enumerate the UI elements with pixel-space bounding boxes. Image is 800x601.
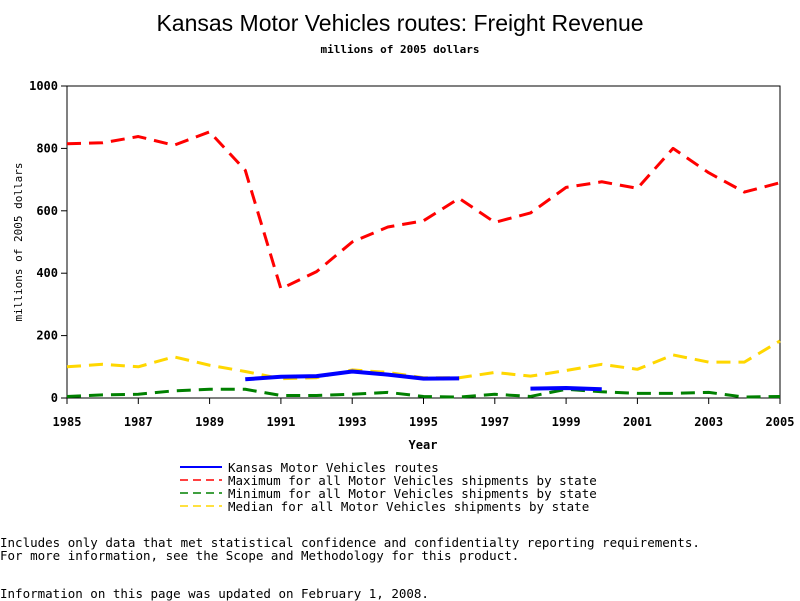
series-line-median bbox=[66, 339, 781, 381]
series-layer bbox=[66, 130, 781, 399]
y-tick-label: 400 bbox=[36, 266, 58, 280]
footnote-methodology: For more information, see the Scope and … bbox=[0, 548, 520, 563]
x-tick-label: 2001 bbox=[623, 415, 652, 429]
y-tick-label: 600 bbox=[36, 204, 58, 218]
legend-label: Kansas Motor Vehicles routes bbox=[228, 460, 439, 475]
y-tick-label: 1000 bbox=[29, 79, 58, 93]
y-axis-label: millions of 2005 dollars bbox=[12, 163, 25, 322]
legend-label: Median for all Motor Vehicles shipments … bbox=[228, 499, 589, 514]
series-line-kansas bbox=[530, 386, 602, 392]
x-axis-label: Year bbox=[409, 438, 438, 452]
x-tick-label: 1997 bbox=[480, 415, 509, 429]
footnote-updated: Information on this page was updated on … bbox=[0, 586, 429, 601]
x-axis: 1985 1987 1989 1991 1993 1995 1997 1999 2001 2003… bbox=[53, 398, 795, 429]
y-axis: 0 200 400 600 800 1000 bbox=[29, 79, 67, 405]
x-tick-label: 1987 bbox=[124, 415, 153, 429]
x-tick-label: 2005 bbox=[766, 415, 795, 429]
x-tick-label: 1989 bbox=[195, 415, 224, 429]
footnote-confidence: Includes only data that met statistical … bbox=[0, 535, 700, 550]
x-tick-label: 2003 bbox=[694, 415, 723, 429]
plot-area-frame bbox=[66, 85, 781, 399]
y-tick-label: 200 bbox=[36, 329, 58, 343]
legend-label: Minimum for all Motor Vehicles shipments… bbox=[228, 486, 597, 501]
legend-label: Maximum for all Motor Vehicles shipments… bbox=[228, 473, 597, 488]
series-line-kansas bbox=[245, 369, 460, 382]
y-tick-label: 0 bbox=[51, 391, 58, 405]
x-tick-label: 1993 bbox=[338, 415, 367, 429]
x-tick-label: 1999 bbox=[552, 415, 581, 429]
series-line-maximum bbox=[66, 130, 781, 291]
y-tick-label: 800 bbox=[36, 141, 58, 155]
x-tick-label: 1991 bbox=[266, 415, 295, 429]
chart-subtitle: millions of 2005 dollars bbox=[321, 43, 480, 56]
x-tick-label: 1985 bbox=[53, 415, 82, 429]
x-tick-label: 1995 bbox=[409, 415, 438, 429]
chart-title: Kansas Motor Vehicles routes: Freight Re… bbox=[156, 10, 643, 36]
series-line-minimum bbox=[66, 387, 781, 399]
